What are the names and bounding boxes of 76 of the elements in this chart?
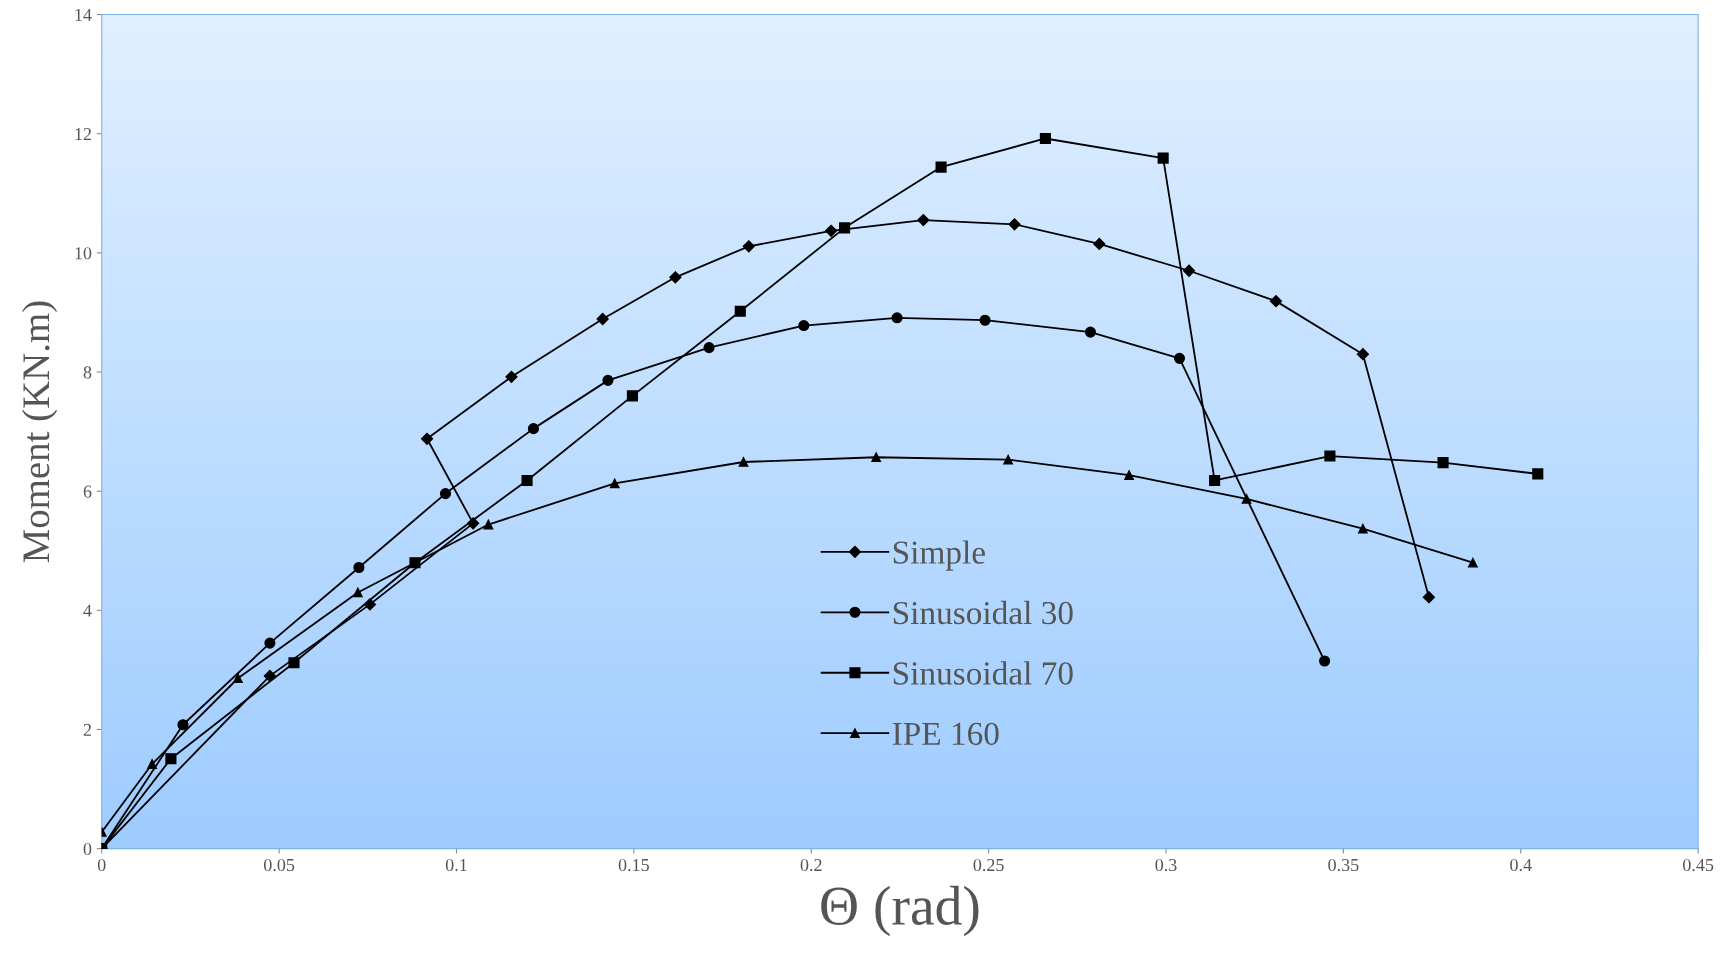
- point: [1039, 132, 1051, 145]
- x-tick-label: 0.15: [618, 858, 649, 872]
- y-tick-label: 12: [75, 128, 91, 140]
- legend-label: Sinusoidal 30: [893, 600, 1073, 625]
- point: [1124, 470, 1134, 480]
- x-tick-label: 0.05: [263, 858, 295, 872]
- point: [669, 271, 682, 284]
- point: [1093, 237, 1106, 251]
- point: [825, 224, 838, 237]
- point: [483, 519, 494, 530]
- y-tick-label: 2: [83, 723, 91, 736]
- y-axis-title: Moment (KN.m): [22, 301, 58, 563]
- y-tick-label: 10: [75, 247, 92, 260]
- y-tick-label: 6: [83, 485, 92, 498]
- point: [1157, 152, 1169, 164]
- point: [1084, 326, 1096, 338]
- point: [742, 240, 755, 253]
- y-tick-label: 4: [83, 604, 92, 617]
- point: [602, 374, 614, 386]
- point: [352, 587, 363, 598]
- point: [1003, 454, 1013, 465]
- point: [1182, 264, 1196, 277]
- point: [1241, 494, 1252, 504]
- point: [439, 488, 452, 500]
- point: [609, 478, 620, 489]
- point: [1356, 348, 1369, 361]
- point: [527, 423, 540, 435]
- y-tick-label: 14: [75, 8, 92, 21]
- point: [839, 222, 851, 234]
- x-tick-label: 0.35: [1328, 858, 1359, 872]
- point: [264, 637, 276, 649]
- point: [521, 474, 533, 487]
- point: [263, 669, 276, 682]
- x-tick-label: 0: [97, 858, 106, 872]
- point: [177, 719, 189, 731]
- x-tick-label: 0.25: [973, 858, 1004, 872]
- point: [1358, 523, 1368, 534]
- point: [147, 759, 157, 769]
- point: [596, 312, 609, 326]
- x-tick-label: 0.45: [1683, 858, 1714, 872]
- legend-label: IPE 160: [892, 722, 999, 746]
- x-tick-label: 0.3: [1155, 858, 1177, 872]
- legend-label: Sinusoidal 70: [893, 661, 1073, 685]
- x-tick-label: 0.4: [1510, 858, 1532, 872]
- point: [353, 561, 365, 574]
- point: [1422, 591, 1435, 604]
- point: [703, 342, 715, 354]
- point: [917, 214, 930, 227]
- point: [1324, 450, 1336, 462]
- point: [505, 370, 518, 383]
- point: [1209, 474, 1221, 487]
- legend-label: Simple: [893, 540, 985, 571]
- point: [288, 657, 300, 669]
- point: [1467, 557, 1478, 568]
- point: [420, 432, 434, 445]
- x-tick-label: 0.1: [445, 858, 467, 872]
- y-tick-label: 0: [83, 842, 92, 856]
- point: [979, 314, 991, 326]
- point: [891, 312, 903, 324]
- point: [626, 390, 638, 402]
- point: [1437, 457, 1449, 469]
- point: [798, 320, 810, 332]
- y-tick-label: 8: [83, 366, 92, 379]
- point: [1269, 295, 1283, 308]
- point: [1008, 218, 1021, 231]
- point: [1319, 655, 1331, 667]
- point: [871, 452, 882, 463]
- point: [734, 305, 746, 317]
- x-axis-title: Θ (rad): [821, 885, 979, 937]
- point: [1173, 352, 1186, 364]
- point: [935, 161, 947, 173]
- point: [1532, 468, 1544, 480]
- x-tick-label: 0.2: [800, 858, 822, 872]
- point: [233, 673, 243, 684]
- point: [165, 753, 177, 765]
- point: [738, 457, 749, 467]
